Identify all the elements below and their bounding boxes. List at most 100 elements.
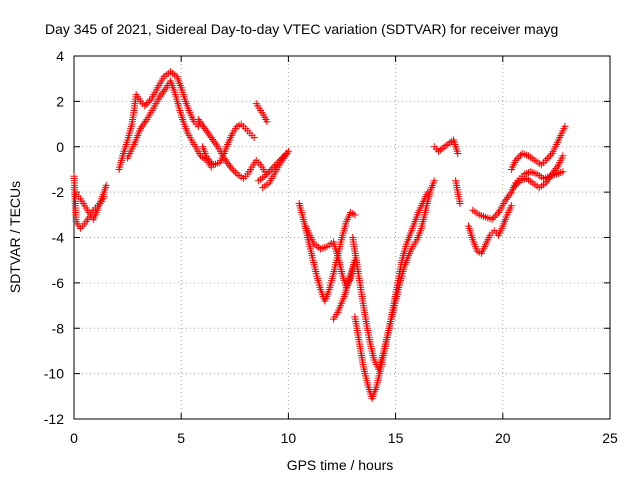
data-point-marker	[351, 211, 359, 219]
data-point-marker	[142, 100, 150, 108]
data-point-marker	[194, 116, 202, 124]
data-point-marker	[552, 165, 560, 173]
data-point-marker	[199, 123, 207, 131]
series-track-i	[295, 199, 359, 305]
x-axis-label: GPS time / hours	[287, 457, 394, 473]
data-point-marker	[157, 91, 165, 99]
data-point-marker	[227, 163, 235, 171]
data-point-marker	[559, 152, 567, 160]
data-point-marker	[206, 132, 214, 140]
data-point-marker	[283, 149, 291, 157]
data-point-marker	[263, 118, 271, 126]
data-point-marker	[281, 153, 289, 161]
series-track-l	[351, 188, 432, 403]
data-point-marker	[156, 93, 164, 101]
y-tick-labels: -12 -10 -8 -6 -4 -2 0 2 4	[44, 48, 64, 427]
data-point-marker	[207, 134, 215, 142]
data-point-marker	[136, 125, 144, 133]
data-point-marker	[231, 168, 239, 176]
data-point-marker	[559, 168, 567, 176]
data-point-marker	[545, 153, 553, 161]
data-point-marker	[513, 155, 521, 163]
data-point-marker	[506, 190, 514, 198]
data-point-marker	[491, 212, 499, 220]
data-point-marker	[510, 184, 518, 192]
x-tick-label: 20	[495, 430, 511, 446]
data-point-marker	[279, 155, 287, 163]
data-point-marker	[511, 182, 519, 190]
y-tick-label: -6	[52, 275, 65, 291]
data-point-marker	[139, 121, 147, 129]
data-point-marker	[488, 215, 496, 223]
data-point-marker	[543, 177, 551, 185]
data-point-marker	[512, 156, 520, 164]
data-point-marker	[208, 159, 216, 167]
data-point-marker	[146, 97, 154, 105]
data-point-marker	[515, 153, 523, 161]
y-tick-label: -12	[44, 411, 64, 427]
data-point-marker	[284, 147, 292, 155]
series-track-q	[507, 122, 569, 173]
series-track-d	[124, 77, 215, 171]
y-tick-label: 4	[56, 48, 64, 64]
data-point-marker	[507, 202, 515, 210]
data-point-marker	[161, 86, 169, 94]
series-track-c	[115, 68, 202, 173]
data-point-marker	[544, 175, 552, 183]
data-point-marker	[202, 126, 210, 134]
data-point-marker	[546, 174, 554, 182]
data-point-marker	[160, 87, 168, 95]
data-point-marker	[547, 151, 555, 159]
data-point-marker	[548, 170, 556, 178]
data-point-marker	[250, 134, 258, 142]
data-point-marker	[198, 121, 206, 129]
data-point-marker	[493, 210, 501, 218]
data-point-marker	[140, 119, 148, 127]
data-point-marker	[141, 102, 149, 110]
data-point-marker	[102, 181, 110, 189]
data-point-marker	[210, 137, 218, 145]
series-track-e	[194, 116, 269, 183]
series-track-f	[199, 120, 258, 169]
data-point-marker	[504, 194, 512, 202]
y-axis-label: SDTVAR / TECUs	[7, 181, 23, 293]
data-point-marker	[329, 315, 337, 323]
data-point-marker	[282, 151, 290, 159]
data-point-marker	[456, 199, 464, 207]
data-point-marker	[501, 197, 509, 205]
data-point-marker	[542, 156, 550, 164]
data-point-marker	[542, 179, 550, 187]
data-point-marker	[205, 156, 213, 164]
data-point-marker	[138, 123, 146, 131]
series-track-o	[464, 202, 515, 257]
axis-ticks	[73, 55, 611, 420]
data-points	[70, 68, 569, 403]
data-point-marker	[223, 158, 231, 166]
data-point-marker	[547, 172, 555, 180]
data-point-marker	[514, 178, 522, 186]
series-track-b	[72, 181, 110, 223]
data-point-marker	[203, 128, 211, 136]
data-point-marker	[201, 125, 209, 133]
x-tick-label: 10	[281, 430, 297, 446]
series-track-n	[452, 177, 464, 207]
x-tick-label: 5	[177, 430, 185, 446]
data-point-marker	[225, 161, 233, 169]
data-point-marker	[424, 188, 432, 196]
data-point-marker	[553, 163, 561, 171]
data-point-marker	[454, 150, 462, 158]
series-track-a	[70, 172, 108, 232]
data-point-marker	[212, 141, 220, 149]
x-tick-label: 0	[70, 430, 78, 446]
data-point-marker	[205, 130, 213, 138]
data-point-marker	[549, 168, 557, 176]
data-point-marker	[203, 154, 211, 162]
data-point-marker	[224, 160, 232, 168]
data-point-marker	[259, 184, 267, 192]
data-point-marker	[144, 99, 152, 107]
data-point-marker	[142, 117, 150, 125]
x-tick-label: 25	[602, 430, 618, 446]
series-track-m	[430, 136, 462, 158]
data-point-marker	[513, 180, 521, 188]
data-point-marker	[206, 157, 214, 165]
